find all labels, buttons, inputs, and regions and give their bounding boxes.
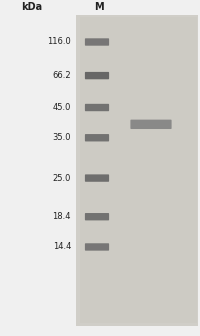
Bar xyxy=(80,17,197,323)
Text: 116.0: 116.0 xyxy=(47,38,71,46)
FancyBboxPatch shape xyxy=(85,243,109,251)
Text: 25.0: 25.0 xyxy=(53,174,71,182)
Text: kDa: kDa xyxy=(21,2,43,12)
Text: M: M xyxy=(94,2,104,12)
FancyBboxPatch shape xyxy=(85,38,109,46)
FancyBboxPatch shape xyxy=(85,72,109,79)
Bar xyxy=(76,15,198,326)
Text: 66.2: 66.2 xyxy=(52,71,71,80)
Text: 35.0: 35.0 xyxy=(52,133,71,142)
FancyBboxPatch shape xyxy=(85,104,109,111)
FancyBboxPatch shape xyxy=(85,213,109,220)
FancyBboxPatch shape xyxy=(130,120,172,129)
Text: 14.4: 14.4 xyxy=(53,243,71,251)
Text: 18.4: 18.4 xyxy=(52,212,71,221)
Text: 45.0: 45.0 xyxy=(53,103,71,112)
FancyBboxPatch shape xyxy=(85,134,109,141)
FancyBboxPatch shape xyxy=(85,174,109,182)
